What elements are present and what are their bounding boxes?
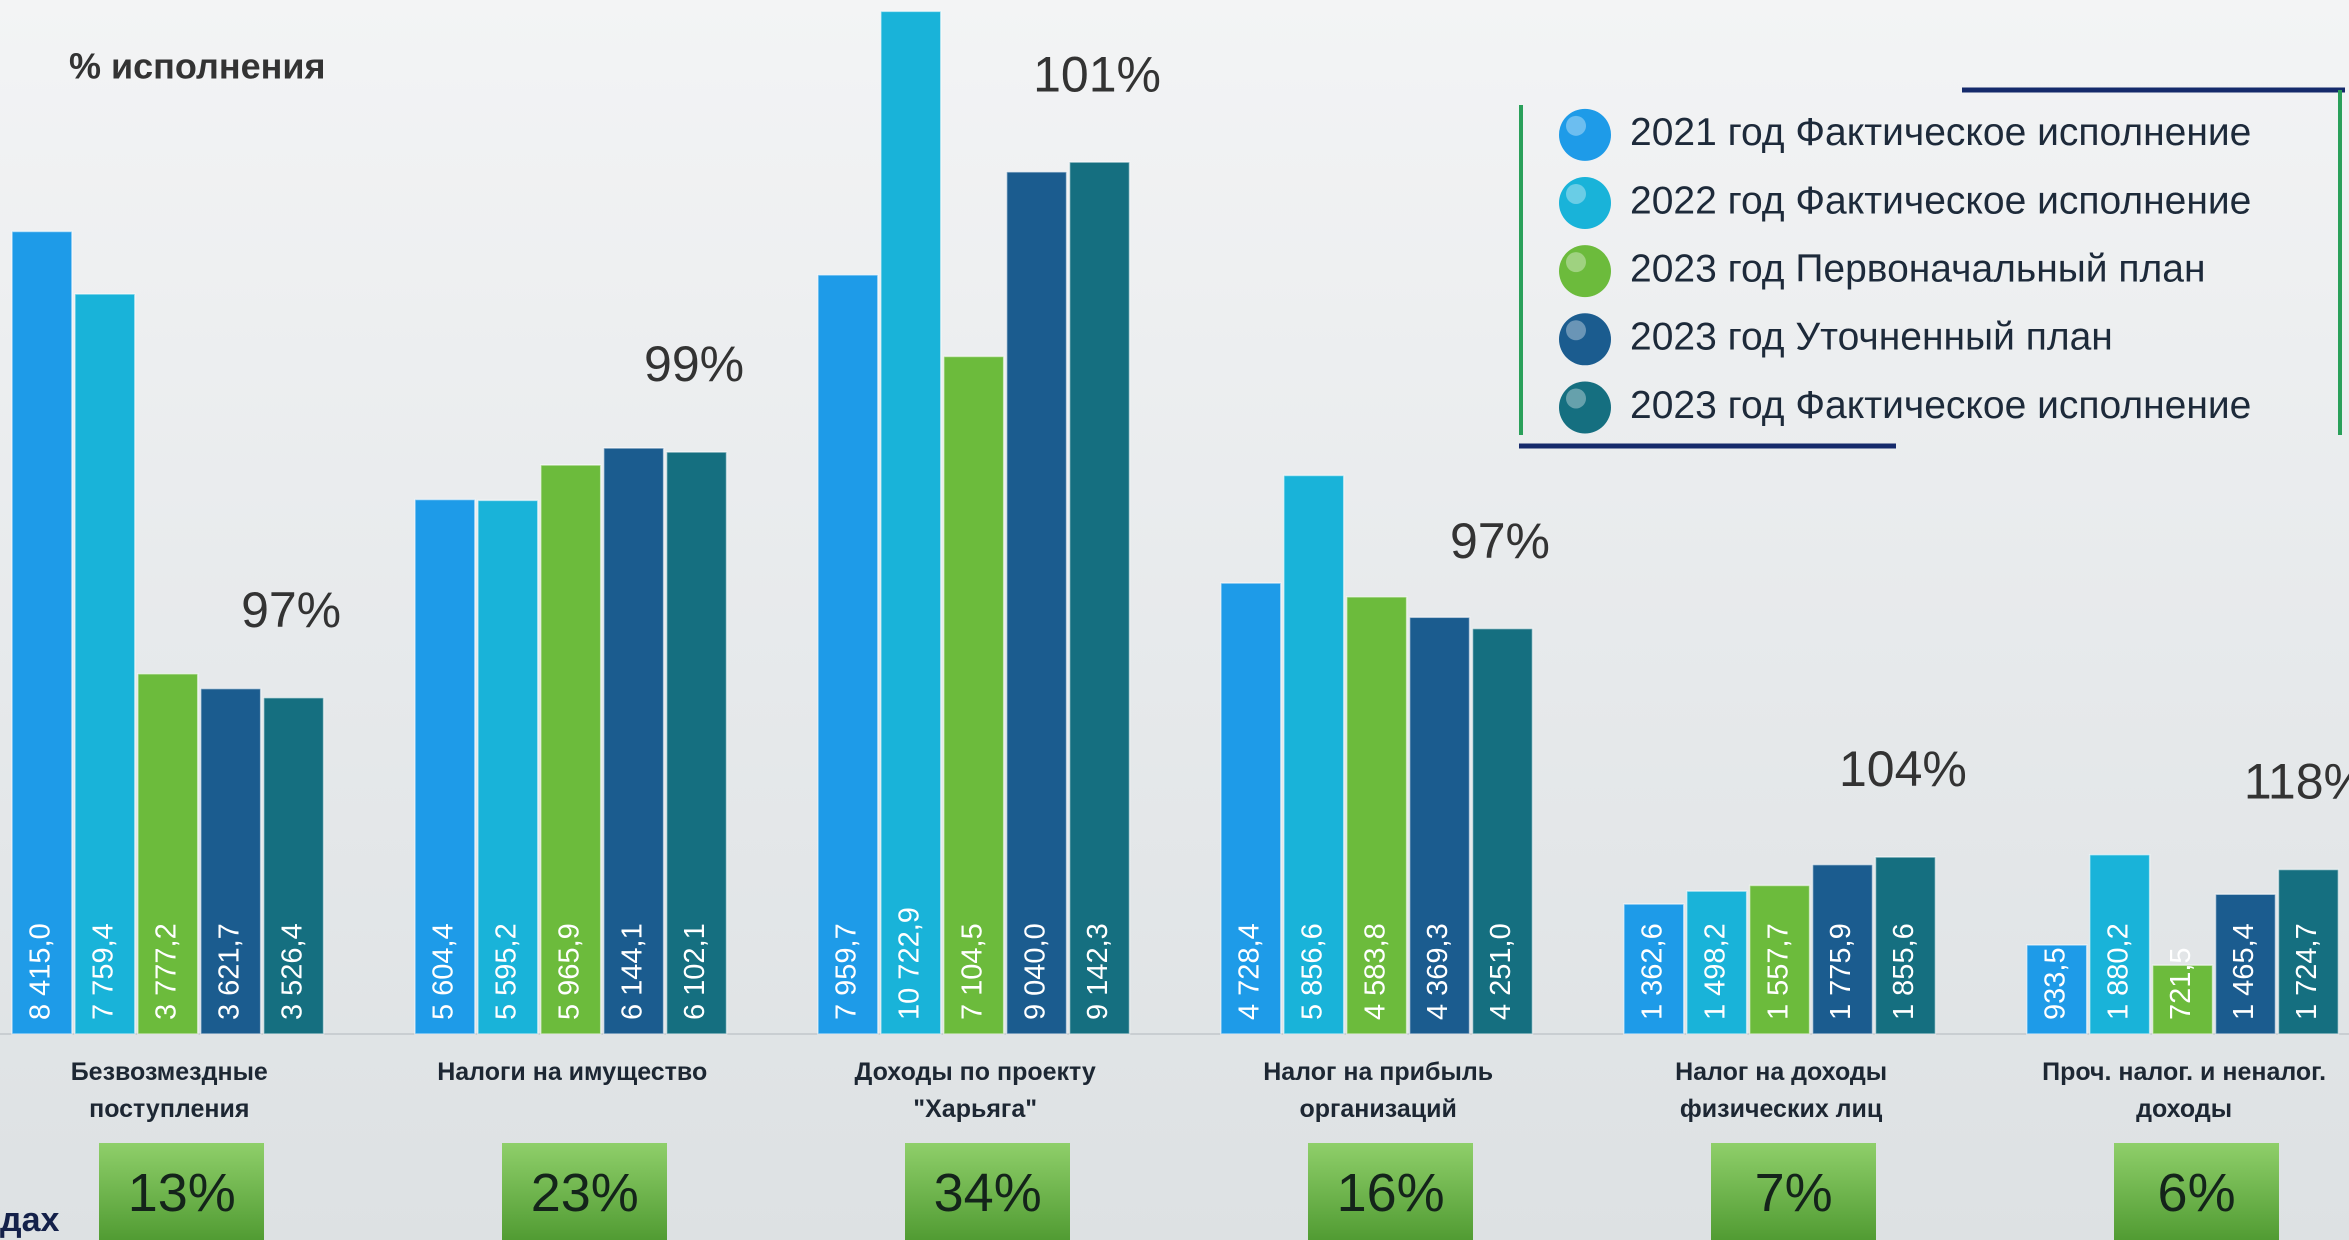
bar	[1874, 856, 1937, 1035]
value-label: 6 144,1	[616, 923, 648, 1020]
share-box: 16%	[1308, 1143, 1474, 1240]
value-label: 721,5	[2165, 947, 2197, 1020]
value-label: 8 415,0	[25, 923, 57, 1020]
bar	[1005, 171, 1068, 1035]
value-label: 1 775,9	[1825, 923, 1857, 1020]
value-label: 1 855,6	[1888, 923, 1920, 1020]
bar	[1068, 161, 1131, 1035]
value-label: 4 583,8	[1359, 923, 1391, 1020]
value-label: 5 604,4	[428, 923, 460, 1020]
value-label: 1 557,7	[1762, 923, 1794, 1020]
value-label: 3 777,2	[150, 923, 182, 1020]
share-box: 23%	[502, 1143, 668, 1240]
legend-marker-shine	[1566, 183, 1586, 204]
bar	[1220, 582, 1282, 1035]
value-label: 4 728,4	[1233, 923, 1265, 1020]
legend-label: 2023 год Уточненный план	[1630, 316, 2113, 359]
bar	[540, 464, 602, 1035]
share-box: 7%	[1711, 1143, 1877, 1240]
category-label: Налог на прибыль организаций	[1263, 1058, 1494, 1123]
bar	[199, 687, 262, 1035]
value-label: 5 856,6	[1296, 923, 1328, 1020]
category-label: Доходы по проекту "Харьяга"	[854, 1058, 1096, 1123]
bar	[2026, 944, 2088, 1035]
value-label: 933,5	[2039, 947, 2071, 1020]
value-label: 7 959,7	[831, 923, 863, 1020]
bar	[880, 10, 942, 1035]
legend-marker-shine	[1566, 115, 1586, 136]
bar	[942, 355, 1005, 1035]
value-label: 4 369,3	[1422, 923, 1454, 1020]
legend-label: 2021 год Фактическое исполнение	[1630, 111, 2251, 154]
category-label: Налог на доходы физических лиц	[1675, 1058, 1888, 1123]
bar	[1748, 884, 1811, 1035]
value-label: 7 104,5	[956, 923, 988, 1020]
category-label: Проч. налог. и неналог. доходы	[2042, 1058, 2327, 1123]
value-label: 7 759,4	[88, 923, 120, 1020]
category-label: Безвозмездные поступления	[70, 1058, 268, 1123]
value-label: 10 722,9	[893, 907, 925, 1020]
legend-marker	[1559, 176, 1611, 229]
value-label: 6 102,1	[679, 923, 711, 1020]
bar	[1345, 596, 1408, 1035]
category-label: Налоги на имущество	[437, 1058, 708, 1086]
value-label: 1 465,4	[2228, 923, 2260, 1020]
bar	[2214, 893, 2277, 1035]
share-box: 13%	[99, 1143, 265, 1240]
bar	[1283, 474, 1345, 1035]
value-label: 9 142,3	[1082, 923, 1114, 1020]
bar	[1623, 903, 1685, 1035]
value-label: 5 595,2	[490, 923, 522, 1020]
legend-label: 2022 год Фактическое исполнение	[1630, 179, 2251, 222]
value-label: 3 526,4	[276, 923, 308, 1020]
legend-marker	[1559, 245, 1611, 298]
value-label: 1 498,2	[1699, 923, 1731, 1020]
bar	[2151, 964, 2214, 1035]
bar	[74, 293, 136, 1035]
value-label: 5 965,9	[553, 923, 585, 1020]
bar	[2277, 868, 2340, 1035]
execution-label: 97%	[241, 582, 341, 638]
bar	[137, 673, 199, 1035]
bar	[817, 274, 879, 1035]
bar	[1471, 627, 1534, 1035]
execution-label: 101%	[1033, 46, 1161, 102]
bar	[11, 230, 73, 1035]
legend-marker	[1559, 381, 1611, 434]
chart-title: % исполнения	[69, 46, 326, 87]
share-box: 34%	[905, 1143, 1071, 1240]
execution-label: 118%	[2244, 754, 2349, 810]
legend-marker-shine	[1566, 388, 1586, 409]
cut-text: дах	[0, 1201, 59, 1239]
legend-marker	[1559, 108, 1611, 161]
bar	[1685, 890, 1748, 1035]
bar	[665, 451, 728, 1035]
value-label: 1 362,6	[1636, 923, 1668, 1020]
legend-marker	[1559, 313, 1611, 366]
legend-label: 2023 год Фактическое исполнение	[1630, 384, 2251, 427]
value-label: 4 251,0	[1485, 923, 1517, 1020]
bar	[602, 447, 665, 1035]
value-label: 1 724,7	[2291, 923, 2323, 1020]
value-label: 9 040,0	[1019, 923, 1051, 1020]
execution-label: 97%	[1450, 513, 1550, 569]
legend-marker-shine	[1566, 320, 1586, 341]
execution-label: 104%	[1839, 741, 1967, 797]
bar	[1408, 616, 1471, 1035]
bar	[414, 498, 476, 1035]
share-box: 6%	[2114, 1143, 2280, 1240]
value-label: 3 621,7	[213, 923, 245, 1020]
legend-label: 2023 год Первоначальный план	[1630, 247, 2206, 290]
bar	[1811, 863, 1874, 1035]
legend-marker-shine	[1566, 252, 1586, 273]
execution-label: 99%	[644, 336, 744, 392]
bar	[262, 696, 325, 1035]
bar	[477, 499, 539, 1035]
value-label: 1 880,2	[2102, 923, 2134, 1020]
bar	[2088, 853, 2151, 1035]
